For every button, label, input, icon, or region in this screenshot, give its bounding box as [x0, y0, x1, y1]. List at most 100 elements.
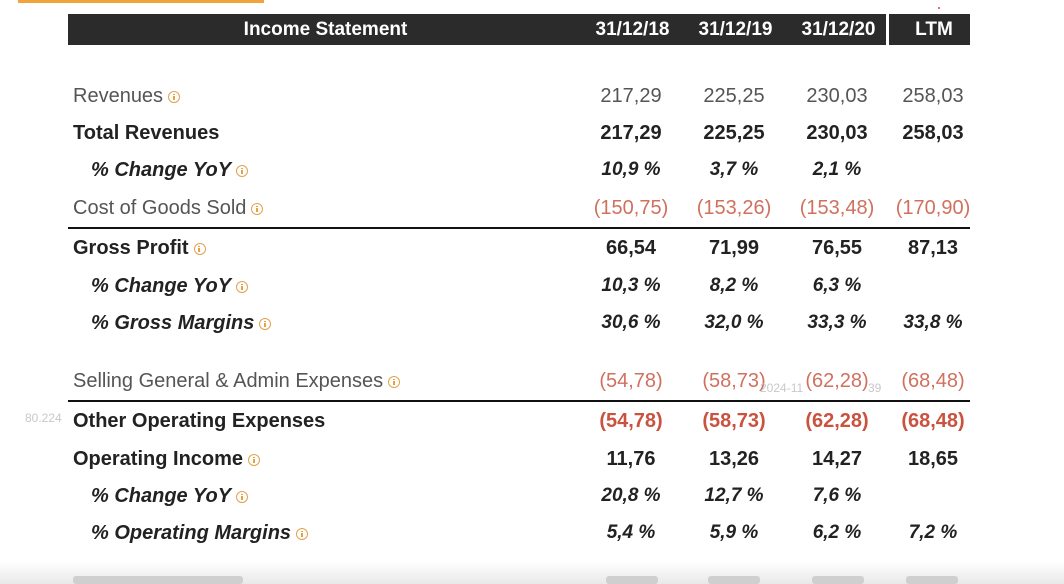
cell-value: (150,75): [593, 197, 669, 219]
cell-value: (68,48): [901, 370, 965, 392]
table-row-total-revenues: Total Revenues 217,29 225,25 230,03 258,…: [0, 116, 1064, 150]
truncated-cell: [606, 576, 658, 584]
cell-value: 66,54: [605, 237, 657, 259]
cell-value: (68,48): [901, 410, 965, 432]
truncated-cell: [708, 576, 760, 584]
info-icon[interactable]: [248, 454, 261, 466]
cell-value: (153,26): [696, 197, 772, 219]
info-icon[interactable]: [251, 203, 264, 215]
cell-value: 87,13: [907, 237, 959, 259]
cell-value: (62,28): [805, 370, 869, 392]
cell-value: 6,2 %: [812, 522, 862, 543]
row-label: Cost of Goods Sold: [73, 197, 247, 219]
cell-value: 11,76: [606, 448, 656, 470]
row-label: Other Operating Expenses: [73, 410, 326, 432]
cell-value: (58,73): [702, 370, 766, 392]
accent-bar: [18, 0, 264, 3]
cell-value: 230,03: [806, 85, 868, 107]
info-icon[interactable]: [236, 281, 249, 293]
cell-value: 7,2 %: [908, 522, 958, 543]
cell-value: 12,7 %: [704, 485, 764, 506]
cell-value: 7,6 %: [812, 485, 862, 506]
cell-value: (62,28): [805, 410, 869, 432]
truncated-cell: [812, 576, 864, 584]
truncated-cell: [906, 576, 958, 584]
info-icon[interactable]: [296, 528, 309, 540]
divider: [68, 400, 970, 402]
cell-value: 230,03: [806, 122, 868, 144]
row-label: Revenues: [73, 85, 164, 107]
cell-value: 76,55: [811, 237, 863, 259]
table-row-gross-profit-change-yoy: % Change YoY 10,3 % 8,2 % 6,3 %: [0, 269, 1064, 303]
bottom-fade: [0, 562, 1064, 584]
cell-value: 258,03: [902, 85, 964, 107]
row-label: % Operating Margins: [91, 522, 292, 544]
marker-dot: [938, 7, 940, 9]
table-row-gross-margins: % Gross Margins 30,6 % 32,0 % 33,3 % 33,…: [0, 306, 1064, 340]
info-icon[interactable]: [168, 91, 181, 103]
cell-value: 33,3 %: [807, 312, 867, 333]
divider: [68, 227, 970, 229]
cell-value: 13,26: [708, 448, 760, 470]
column-header-2019: 31/12/19: [698, 19, 773, 40]
cell-value: 217,29: [600, 85, 662, 107]
info-icon[interactable]: [388, 376, 401, 388]
cell-value: 225,25: [703, 85, 765, 107]
info-icon[interactable]: [236, 491, 249, 503]
row-label: % Change YoY: [91, 159, 232, 181]
watermark-text: 80.224: [25, 411, 62, 425]
cell-value: 20,8 %: [601, 485, 661, 506]
cell-value: (54,78): [599, 370, 663, 392]
cell-value: 258,03: [902, 122, 964, 144]
cell-value: 8,2 %: [709, 275, 759, 296]
table-row-operating-income-change-yoy: % Change YoY 20,8 % 12,7 % 7,6 %: [0, 479, 1064, 513]
table-row-cost-of-goods-sold: Cost of Goods Sold (150,75) (153,26) (15…: [0, 191, 1064, 225]
cell-value: 32,0 %: [704, 312, 764, 333]
column-header-2018: 31/12/18: [595, 19, 670, 40]
info-icon[interactable]: [236, 165, 249, 177]
cell-value: (170,90): [895, 197, 971, 219]
cell-value: 14,27: [811, 448, 863, 470]
row-label: % Gross Margins: [91, 312, 255, 334]
cell-value: 5,9 %: [709, 522, 759, 543]
cell-value: (153,48): [799, 197, 875, 219]
row-label: % Change YoY: [91, 275, 232, 297]
row-label: % Change YoY: [91, 485, 232, 507]
truncated-row-label: [73, 576, 243, 584]
cell-value: 2,1 %: [812, 159, 862, 180]
header-separator: [886, 14, 889, 45]
cell-value: 33,8 %: [903, 312, 963, 333]
watermark-text: 39: [868, 381, 882, 395]
table-row-operating-margins: % Operating Margins 5,4 % 5,9 % 6,2 % 7,…: [0, 516, 1064, 550]
cell-value: 10,9 %: [601, 159, 661, 180]
info-icon[interactable]: [193, 243, 206, 255]
column-header-2020: 31/12/20: [801, 19, 876, 40]
column-header-ltm: LTM: [915, 19, 953, 40]
cell-value: 18,65: [907, 448, 959, 470]
table-header: Income Statement 31/12/18 31/12/19 31/12…: [68, 14, 970, 45]
table-row-revenue-change-yoy: % Change YoY 10,9 % 3,7 % 2,1 %: [0, 153, 1064, 187]
cell-value: (58,73): [702, 410, 766, 432]
row-label: Selling General & Admin Expenses: [73, 370, 384, 392]
table-row-operating-income: Operating Income 11,76 13,26 14,27 18,65: [0, 442, 1064, 476]
cell-value: 3,7 %: [709, 159, 759, 180]
table-row-revenues: Revenues 217,29 225,25 230,03 258,03: [0, 79, 1064, 113]
cell-value: 5,4 %: [606, 522, 656, 543]
cell-value: 225,25: [703, 122, 765, 144]
row-label: Operating Income: [73, 448, 244, 470]
row-label: Gross Profit: [73, 237, 189, 259]
cell-value: 71,99: [708, 237, 760, 259]
cell-value: 30,6 %: [601, 312, 661, 333]
row-label: Total Revenues: [73, 122, 220, 144]
watermark-text: 2024-11: [760, 381, 804, 395]
table-row-gross-profit: Gross Profit 66,54 71,99 76,55 87,13: [0, 231, 1064, 265]
cell-value: 10,3 %: [601, 275, 661, 296]
info-icon[interactable]: [259, 318, 272, 330]
cell-value: 6,3 %: [812, 275, 862, 296]
table-row-other-operating-expenses: Other Operating Expenses (54,78) (58,73)…: [0, 404, 1064, 438]
cell-value: (54,78): [599, 410, 663, 432]
table-row-sga-expenses: Selling General & Admin Expenses (54,78)…: [0, 364, 1064, 398]
cell-value: 217,29: [600, 122, 662, 144]
table-title: Income Statement: [243, 19, 408, 40]
